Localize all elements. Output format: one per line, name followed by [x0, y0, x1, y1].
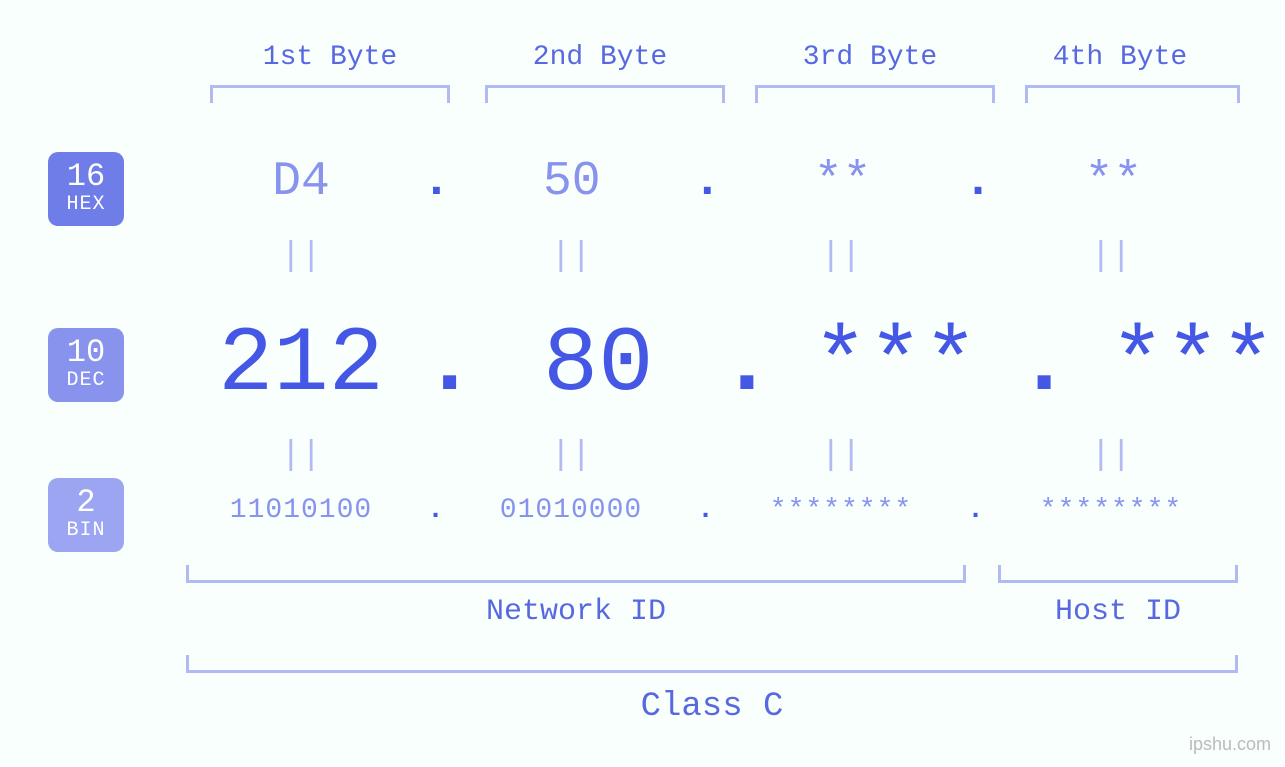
byte-header-1: 1st Byte — [240, 42, 420, 73]
hex-byte-4: ** — [992, 155, 1234, 209]
byte-header-2: 2nd Byte — [510, 42, 690, 73]
equals-row-hex-dec: || || || || — [180, 238, 1260, 276]
dec-row: 212 . 80 . *** . *** — [180, 312, 1260, 417]
byte-header-3: 3rd Byte — [780, 42, 960, 73]
base-badge-dec-label: DEC — [48, 370, 124, 392]
hex-row: D4 . 50 . ** . ** — [180, 155, 1260, 209]
hex-byte-3: ** — [722, 155, 964, 209]
byte-bracket-2 — [485, 85, 725, 103]
base-badge-bin-num: 2 — [48, 486, 124, 520]
base-badge-hex-num: 16 — [48, 160, 124, 194]
dec-dot-2: . — [719, 312, 774, 417]
byte-bracket-3 — [755, 85, 995, 103]
base-badge-dec: 10 DEC — [48, 328, 124, 402]
equals-sym: || — [450, 437, 692, 475]
network-id-bracket — [186, 565, 966, 583]
bin-dot-3: . — [962, 495, 990, 526]
base-badge-bin: 2 BIN — [48, 478, 124, 552]
equals-row-dec-bin: || || || || — [180, 437, 1260, 475]
hex-dot-2: . — [693, 155, 722, 209]
equals-sym: || — [720, 437, 962, 475]
hex-byte-1: D4 — [180, 155, 422, 209]
host-id-bracket — [998, 565, 1238, 583]
bin-byte-1: 11010100 — [180, 495, 422, 526]
byte-bracket-4 — [1025, 85, 1240, 103]
watermark: ipshu.com — [1189, 734, 1271, 755]
hex-dot-3: . — [964, 155, 993, 209]
dec-byte-1: 212 — [180, 312, 422, 417]
hex-byte-2: 50 — [451, 155, 693, 209]
bin-byte-3: ******** — [720, 495, 962, 526]
dec-byte-2: 80 — [477, 312, 719, 417]
dec-byte-3: *** — [774, 312, 1016, 417]
base-badge-bin-label: BIN — [48, 520, 124, 542]
ip-diagram: { "colors": { "background": "#f9fffc", "… — [0, 0, 1285, 767]
dec-dot-1: . — [422, 312, 477, 417]
base-badge-hex: 16 HEX — [48, 152, 124, 226]
equals-sym: || — [180, 437, 422, 475]
hex-dot-1: . — [422, 155, 451, 209]
dec-byte-4: *** — [1072, 312, 1285, 417]
base-badge-dec-num: 10 — [48, 336, 124, 370]
bin-byte-2: 01010000 — [450, 495, 692, 526]
network-id-label: Network ID — [186, 595, 966, 629]
bin-dot-2: . — [692, 495, 720, 526]
byte-bracket-1 — [210, 85, 450, 103]
bin-dot-1: . — [422, 495, 450, 526]
equals-sym: || — [990, 437, 1232, 475]
equals-sym: || — [180, 238, 422, 276]
equals-sym: || — [720, 238, 962, 276]
base-badge-hex-label: HEX — [48, 194, 124, 216]
bin-row: 11010100 . 01010000 . ******** . *******… — [180, 495, 1260, 526]
class-bracket — [186, 655, 1238, 673]
class-label: Class C — [186, 688, 1238, 726]
host-id-label: Host ID — [998, 595, 1238, 629]
bin-byte-4: ******** — [990, 495, 1232, 526]
byte-header-4: 4th Byte — [1030, 42, 1210, 73]
dec-dot-3: . — [1016, 312, 1071, 417]
equals-sym: || — [450, 238, 692, 276]
equals-sym: || — [990, 238, 1232, 276]
